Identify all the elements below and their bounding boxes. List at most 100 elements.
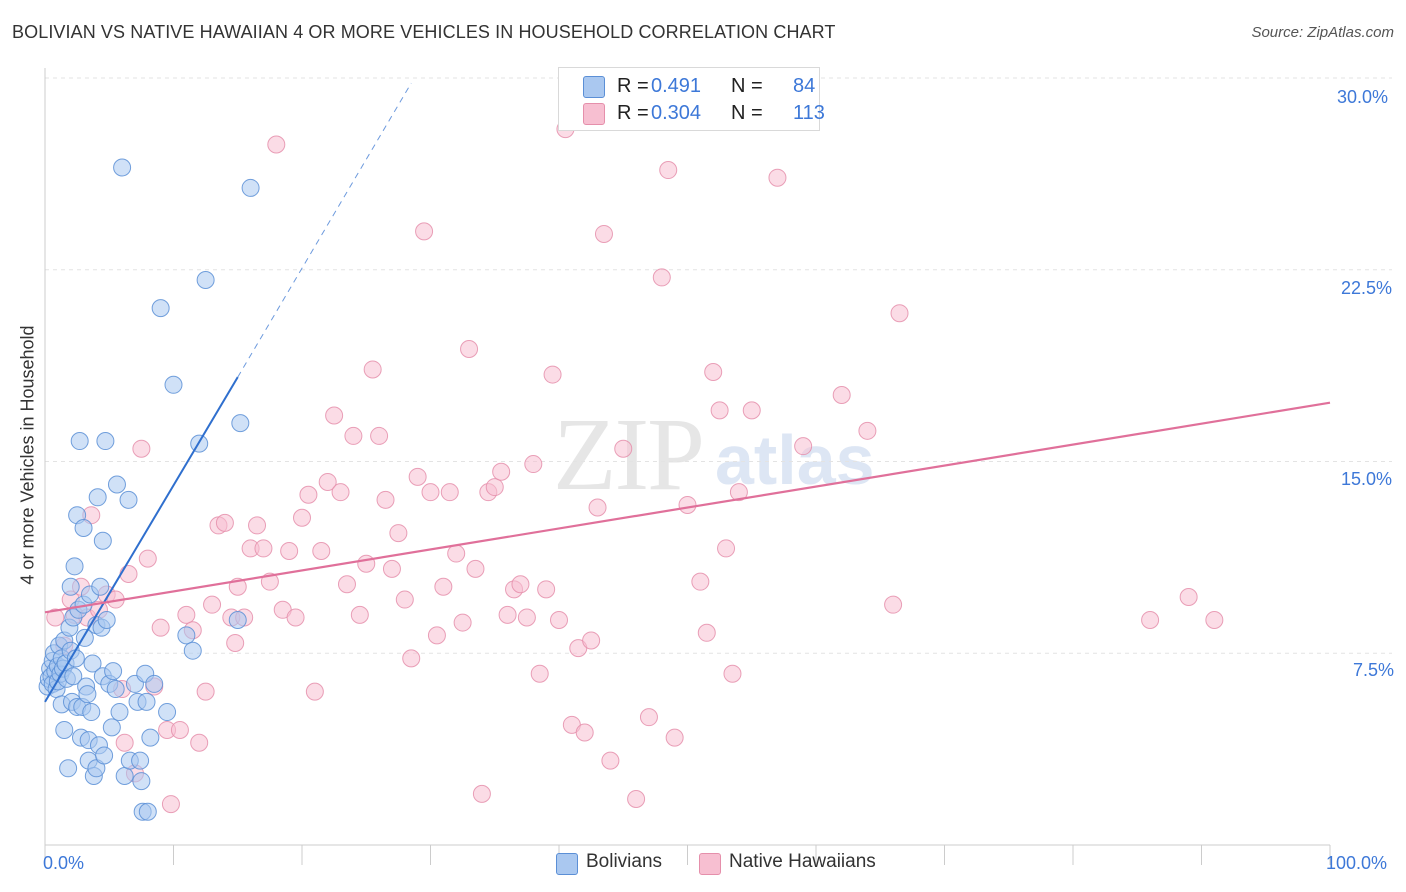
correlation-legend: R = 0.491 N = 84 R = 0.304 N = 113 [558, 67, 825, 131]
hawaiian-point-21 [177, 605, 196, 624]
source-credit: Source: ZipAtlas.com [1251, 24, 1394, 41]
bolivian-point-79 [164, 375, 183, 394]
y-tick-label-15: 15.0% [1341, 469, 1393, 489]
hawaiian-point-38 [280, 541, 299, 560]
hawaiian-point-25 [203, 595, 222, 614]
hawaiian-point-77 [530, 664, 549, 683]
hawaiian-point-98 [704, 363, 723, 382]
hawaiian-point-47 [337, 575, 356, 594]
hawaiians-swatch [583, 103, 605, 125]
hawaiian-point-70 [485, 478, 504, 497]
bolivian-point-39 [78, 685, 97, 704]
bolivian-point-80 [177, 626, 196, 645]
hawaiian-point-49 [350, 605, 369, 624]
bolivians-trend-line [44, 376, 239, 703]
hawaiian-point-66 [460, 340, 479, 359]
bolivian-point-75 [141, 728, 160, 747]
y-tick-label-30: 30.0% [1337, 87, 1389, 107]
bolivian-point-60 [106, 680, 125, 699]
hawaiian-point-58 [408, 467, 427, 486]
hawaiian-point-110 [1141, 611, 1160, 630]
hawaiian-point-14 [132, 439, 151, 458]
hawaiian-point-33 [248, 516, 267, 535]
bolivians-swatch [583, 76, 605, 98]
bolivians-r-value: 0.491 [651, 75, 702, 97]
hawaiian-point-43 [312, 541, 331, 560]
hawaiian-point-84 [575, 723, 594, 742]
hawaiian-point-107 [858, 421, 877, 440]
hawaiian-point-45 [325, 406, 344, 425]
r-label: R = [617, 102, 649, 124]
hawaiian-point-74 [511, 575, 530, 594]
bolivian-point-48 [88, 488, 107, 507]
bolivian-point-86 [241, 178, 260, 197]
hawaiian-point-61 [427, 626, 446, 645]
hawaiian-point-65 [453, 613, 472, 632]
bolivians-legend-swatch [556, 853, 578, 875]
hawaiian-point-90 [627, 789, 646, 808]
bolivian-point-81 [183, 641, 202, 660]
hawaiian-point-20 [170, 720, 189, 739]
bolivian-point-35 [74, 518, 93, 537]
hawaiian-point-62 [434, 577, 453, 596]
x-tick-label-max: 100.0% [1326, 853, 1388, 873]
hawaiian-point-60 [421, 483, 440, 502]
hawaiians-legend-label: Native Hawaiians [729, 851, 876, 872]
hawaiian-point-109 [890, 304, 909, 323]
hawaiian-point-101 [723, 664, 742, 683]
bolivian-point-50 [91, 577, 110, 596]
hawaiian-point-79 [543, 365, 562, 384]
hawaiians-trend-line [44, 401, 1331, 614]
legend-row-hawaiians: R = 0.304 N = 113 [583, 100, 825, 126]
legend-row-bolivians: R = 0.491 N = 84 [583, 73, 815, 99]
hawaiian-point-112 [1205, 611, 1224, 630]
hawaiian-point-108 [884, 595, 903, 614]
bolivian-point-83 [196, 270, 215, 289]
hawaiian-point-105 [794, 437, 813, 456]
hawaiians-legend-swatch [699, 853, 721, 875]
hawaiian-point-27 [215, 513, 234, 532]
hawaiian-point-91 [639, 708, 658, 727]
bolivian-point-85 [231, 414, 250, 433]
bolivian-point-22 [61, 577, 80, 596]
bolivian-point-53 [93, 531, 112, 550]
hawaiian-point-64 [447, 544, 466, 563]
bolivians-n-value: 84 [793, 75, 816, 97]
hawaiian-point-54 [382, 559, 401, 578]
hawaiian-point-94 [665, 728, 684, 747]
hawaiian-point-24 [196, 682, 215, 701]
hawaiian-point-67 [466, 559, 485, 578]
hawaiian-point-52 [370, 426, 389, 445]
hawaiian-point-39 [286, 608, 305, 627]
hawaiian-point-92 [652, 268, 671, 287]
x-tick-label-min: 0.0% [43, 853, 85, 873]
hawaiian-point-97 [697, 623, 716, 642]
y-axis-label: 4 or more Vehicles in Household [17, 325, 38, 585]
bolivian-point-20 [59, 759, 78, 778]
hawaiian-point-44 [318, 472, 337, 491]
hawaiian-point-89 [614, 439, 633, 458]
bolivian-point-69 [131, 751, 150, 770]
n-label: N = [731, 75, 763, 97]
n-label: N = [731, 102, 763, 124]
hawaiian-point-68 [472, 784, 491, 803]
hawaiian-point-99 [710, 401, 729, 420]
bolivians-legend-label: Bolivians [586, 851, 663, 872]
bolivian-point-54 [95, 746, 114, 765]
hawaiian-point-75 [517, 608, 536, 627]
bolivian-point-61 [107, 475, 126, 494]
bolivian-point-17 [55, 720, 74, 739]
hawaiian-point-71 [492, 462, 511, 481]
chart-title: BOLIVIAN VS NATIVE HAWAIIAN 4 OR MORE VE… [12, 22, 836, 42]
hawaiian-point-56 [395, 590, 414, 609]
hawaiian-point-78 [537, 580, 556, 599]
hawaiian-point-102 [729, 483, 748, 502]
hawaiian-point-11 [115, 733, 134, 752]
bolivian-point-55 [96, 432, 115, 451]
bolivian-point-63 [113, 158, 132, 177]
hawaiian-point-46 [331, 483, 350, 502]
bolivian-point-25 [64, 667, 83, 686]
hawaiian-point-63 [440, 483, 459, 502]
hawaiian-point-111 [1179, 588, 1198, 607]
